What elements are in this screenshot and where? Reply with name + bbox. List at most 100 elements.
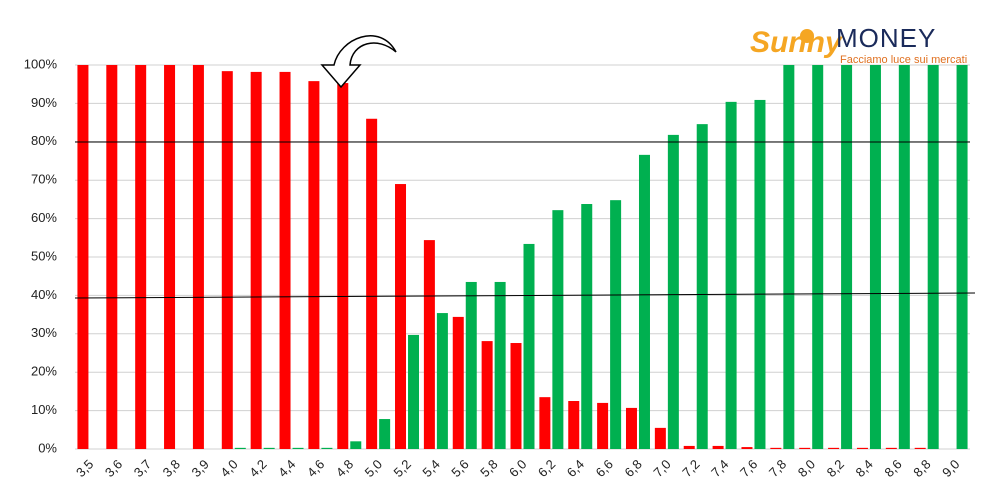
bar [279, 71, 291, 450]
x-tick-label: 6,4 [564, 457, 587, 480]
logo-sun [800, 29, 814, 43]
bar [638, 154, 650, 449]
bar [395, 184, 407, 450]
bar [712, 445, 724, 449]
annotation-line [74, 292, 976, 299]
x-tick-label: 4,6 [304, 457, 327, 480]
y-tick-label: 70% [31, 172, 57, 187]
y-tick-label: 30% [31, 325, 57, 340]
bar [321, 447, 333, 449]
x-tick-label: 8,4 [853, 457, 876, 480]
x-tick-label: 4,8 [333, 457, 356, 480]
bar [914, 447, 926, 449]
bar [898, 65, 910, 449]
bar [741, 447, 753, 449]
x-tick-label: 4,0 [217, 457, 240, 480]
bar [597, 402, 609, 449]
x-tick-label: 4,2 [246, 457, 269, 480]
bar [667, 134, 679, 449]
x-tick-label: 8,6 [881, 457, 904, 480]
bar [263, 447, 275, 449]
bar [581, 204, 593, 449]
y-tick-label: 60% [31, 210, 57, 225]
x-tick-label: 3,8 [160, 457, 183, 480]
bar [828, 447, 840, 449]
x-tick-label: 7,0 [650, 457, 673, 480]
x-tick-label: 3,9 [188, 457, 211, 480]
x-tick-label: 3,7 [131, 457, 154, 480]
bar [610, 200, 622, 449]
x-tick-label: 8,8 [910, 457, 933, 480]
bar [539, 397, 551, 449]
x-tick-label: 3,6 [102, 457, 125, 480]
bar [423, 240, 435, 449]
x-tick-label: 5,4 [419, 457, 442, 480]
x-tick-label: 9,0 [939, 457, 962, 480]
bar [77, 65, 89, 449]
bar [465, 281, 477, 449]
logo-tagline: Facciamo luce sui mercati [840, 54, 967, 66]
bar [725, 101, 737, 449]
bar [683, 445, 695, 449]
x-tick-label: 6,0 [506, 457, 529, 480]
bar [494, 281, 506, 449]
bar [841, 65, 853, 449]
logo-brand: MONEY [836, 23, 936, 53]
x-tick-label: 7,6 [737, 457, 760, 480]
bar [337, 83, 349, 449]
bar [221, 71, 233, 450]
bar [350, 441, 362, 449]
x-tick-label: 5,0 [362, 457, 385, 480]
bar [408, 334, 420, 449]
bar [106, 65, 118, 449]
x-tick-label: 8,0 [795, 457, 818, 480]
x-tick-label: 4,4 [275, 457, 298, 480]
y-tick-label: 40% [31, 287, 57, 302]
arrow [320, 35, 397, 89]
bar [523, 243, 535, 449]
bar [250, 71, 262, 450]
bar [927, 65, 939, 449]
bar [379, 419, 391, 449]
plot: 0% 10% 20% 30% 40% 50% 60% 70% 80% 90% 100% 3,5 3,6 3… [24, 56, 970, 480]
bar [552, 210, 564, 449]
x-tick-label: 8,2 [824, 457, 847, 480]
bar [885, 447, 897, 449]
x-tick-label: 5,6 [448, 457, 471, 480]
x-tick-label: 5,8 [477, 457, 500, 480]
logo-brand: Sunny [750, 26, 843, 59]
bar [192, 65, 204, 449]
bar [696, 124, 708, 450]
y-tick-label: 50% [31, 248, 57, 263]
x-tick-label: 5,2 [391, 457, 414, 480]
y-tick-label: 90% [31, 95, 57, 110]
x-tick-label: 7,2 [679, 457, 702, 480]
bar [856, 447, 868, 449]
bar [783, 65, 795, 449]
bar [366, 118, 378, 449]
bar [625, 407, 637, 449]
bar [452, 316, 464, 449]
bar [292, 447, 304, 449]
bar [770, 447, 782, 449]
x-tick-label: 7,4 [708, 457, 731, 480]
x-tick-label: 3,5 [73, 457, 96, 480]
y-tick-label: 10% [31, 402, 57, 417]
bar [510, 343, 522, 449]
y-tick-label: 100% [24, 56, 58, 71]
y-tick-label: 0% [38, 440, 57, 455]
y-tick-label: 20% [31, 364, 57, 379]
bar [234, 447, 246, 449]
bar [481, 341, 493, 449]
bar [812, 65, 824, 449]
bar [135, 65, 147, 449]
x-tick-label: 7,8 [766, 457, 789, 480]
y-tick-label: 80% [31, 133, 57, 148]
bar [799, 447, 811, 449]
x-tick-label: 6,2 [535, 457, 558, 480]
bar [654, 427, 666, 449]
bar [869, 65, 881, 449]
x-tick-label: 6,8 [622, 457, 645, 480]
bar [956, 65, 968, 449]
